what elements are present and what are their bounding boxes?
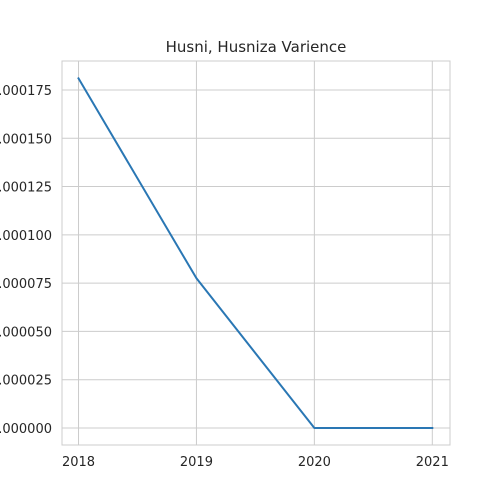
series-line [79,78,433,428]
x-tick-label: 2019 [180,455,213,470]
series [79,78,433,428]
y-tick-label: 0.000175 [0,84,52,99]
y-tick-label: 0.000075 [0,277,52,292]
plot-frame [62,61,450,445]
y-tick-label: 0.000100 [0,229,52,244]
chart-title: Husni, Husniza Varience [166,38,347,56]
x-tick-label: 2018 [62,455,95,470]
y-tick-label: 0.000000 [0,422,52,437]
x-tick-label: 2021 [416,455,449,470]
y-tick-label: 0.000125 [0,181,52,196]
y-tick-label: 0.000025 [0,374,52,389]
grid [62,61,450,445]
y-tick-label: 0.000050 [0,325,52,340]
x-tick-label: 2020 [298,455,331,470]
y-tick-label: 0.000150 [0,132,52,147]
y-axis-ticks: 0.000000 0.000025 0.000050 0.000075 0.000100… [0,84,52,437]
x-axis-ticks: 2018 2019 2020 2021 [62,455,449,470]
